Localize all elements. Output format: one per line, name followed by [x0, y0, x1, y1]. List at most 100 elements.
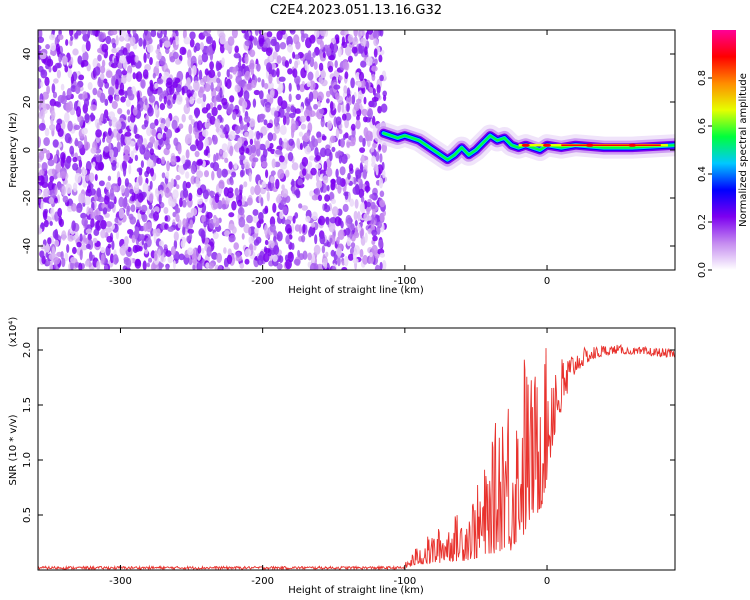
noise-speckle — [238, 81, 245, 88]
noise-speckle — [157, 248, 161, 258]
noise-speckle — [149, 79, 154, 86]
noise-speckle — [327, 120, 333, 130]
noise-speckle — [339, 166, 346, 176]
noise-speckle — [105, 181, 111, 190]
noise-speckle — [185, 133, 192, 145]
noise-speckle — [333, 84, 341, 90]
noise-speckle — [246, 197, 253, 206]
noise-speckle — [120, 76, 127, 84]
noise-speckle — [108, 111, 116, 120]
noise-speckle — [176, 184, 180, 190]
noise-speckle — [155, 228, 161, 237]
noise-speckle — [38, 175, 44, 181]
noise-speckle — [232, 111, 237, 121]
noise-speckle — [378, 143, 382, 151]
noise-speckle — [145, 151, 150, 162]
noise-speckle — [344, 118, 349, 129]
noise-speckle — [309, 34, 316, 44]
noise-speckle — [106, 136, 112, 144]
noise-speckle — [265, 47, 273, 57]
noise-speckle — [369, 194, 375, 199]
noise-speckle — [57, 207, 63, 218]
noise-speckle — [276, 55, 282, 64]
noise-speckle — [56, 62, 62, 69]
x-tick-label: -300 — [109, 276, 132, 287]
noise-speckle — [373, 164, 379, 172]
noise-speckle — [376, 84, 381, 94]
noise-speckle — [204, 137, 209, 148]
noise-speckle — [348, 163, 354, 172]
noise-speckle — [151, 128, 157, 137]
noise-speckle — [360, 196, 365, 203]
noise-speckle — [317, 91, 324, 102]
noise-speckle — [347, 172, 351, 180]
noise-speckle — [244, 53, 249, 65]
x-tick-label: -300 — [109, 576, 132, 587]
noise-speckle — [221, 97, 228, 106]
noise-speckle — [218, 179, 225, 190]
noise-speckle — [334, 43, 338, 54]
noise-speckle — [237, 199, 243, 207]
noise-speckle — [335, 92, 340, 101]
noise-speckle — [311, 89, 319, 100]
noise-speckle — [100, 73, 105, 81]
noise-speckle — [326, 98, 330, 104]
noise-speckle — [153, 250, 158, 262]
noise-speckle — [72, 48, 79, 56]
noise-speckle — [49, 221, 53, 226]
noise-speckle — [181, 155, 186, 165]
noise-speckle — [80, 244, 88, 251]
noise-speckle — [301, 156, 309, 167]
noise-speckle — [345, 227, 351, 236]
noise-speckle — [319, 30, 327, 37]
noise-speckle — [109, 149, 114, 158]
noise-speckle — [311, 253, 316, 264]
noise-speckle — [167, 226, 174, 232]
noise-speckle — [209, 102, 214, 110]
noise-speckle — [53, 257, 61, 265]
noise-speckle — [104, 264, 109, 270]
noise-speckle — [217, 104, 222, 111]
noise-speckle — [189, 219, 194, 228]
noise-speckle — [126, 72, 132, 83]
noise-speckle — [180, 240, 186, 249]
noise-speckle — [258, 143, 266, 151]
noise-speckle — [223, 266, 231, 270]
noise-speckle — [46, 149, 51, 160]
noise-speckle — [64, 133, 72, 144]
noise-speckle — [335, 128, 340, 139]
noise-speckle — [82, 168, 88, 176]
noise-speckle — [221, 203, 227, 210]
noise-speckle — [248, 227, 252, 236]
noise-speckle — [165, 265, 170, 270]
noise-speckle — [195, 138, 199, 147]
noise-speckle — [103, 78, 108, 84]
noise-speckle — [276, 67, 280, 78]
noise-speckle — [55, 43, 61, 53]
noise-speckle — [56, 69, 62, 79]
noise-speckle — [146, 262, 150, 268]
noise-speckle — [243, 115, 251, 123]
noise-speckle — [198, 69, 203, 81]
noise-speckle — [342, 203, 349, 213]
noise-speckle — [98, 180, 105, 187]
noise-speckle — [136, 138, 143, 148]
noise-speckle — [378, 177, 384, 189]
noise-speckle — [87, 82, 93, 90]
noise-speckle — [351, 94, 356, 105]
noise-speckle — [123, 256, 130, 263]
noise-speckle — [286, 35, 293, 47]
noise-speckle — [108, 86, 115, 97]
noise-speckle — [290, 123, 296, 133]
noise-speckle — [275, 149, 282, 155]
noise-speckle — [248, 172, 252, 183]
noise-speckle — [365, 130, 373, 141]
noise-speckle — [206, 46, 213, 56]
noise-speckle — [232, 66, 237, 75]
noise-speckle — [161, 156, 166, 165]
noise-speckle — [223, 247, 227, 254]
noise-speckle — [142, 182, 149, 194]
noise-speckle — [169, 84, 175, 95]
noise-speckle — [302, 223, 306, 234]
noise-speckle — [144, 120, 149, 128]
